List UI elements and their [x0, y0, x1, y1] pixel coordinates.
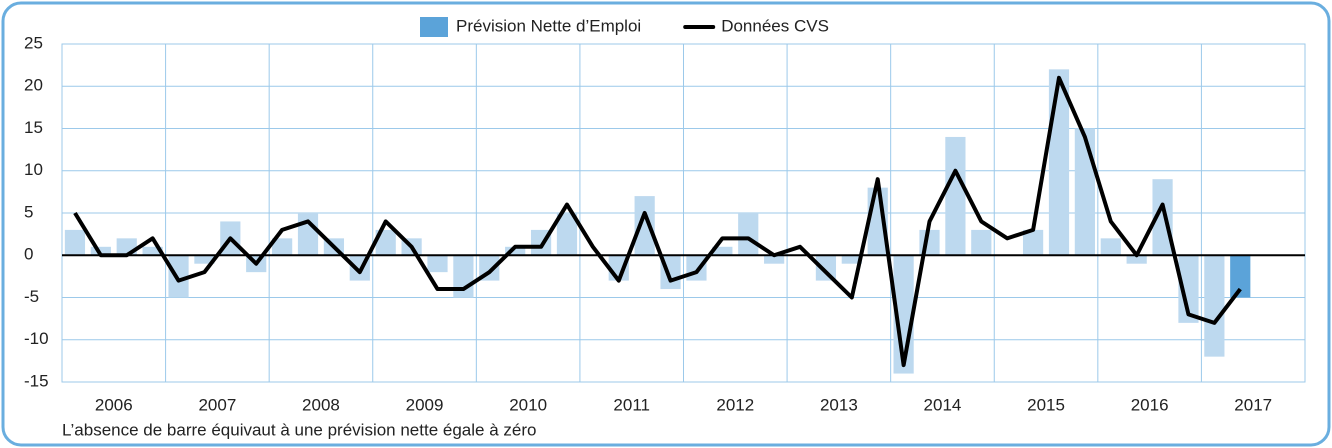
y-tick-label: 0: [24, 245, 33, 264]
bar: [1178, 255, 1199, 323]
y-tick-label: -15: [24, 371, 49, 390]
x-tick-label: 2015: [1027, 395, 1065, 414]
y-tick-label: -5: [24, 287, 39, 306]
bar: [556, 213, 578, 256]
bar: [64, 229, 86, 256]
bar: [1126, 255, 1147, 264]
bar: [1230, 255, 1251, 298]
y-tick-label: -10: [24, 329, 49, 348]
bar: [427, 255, 448, 273]
bar: [738, 213, 759, 256]
bar: [1204, 255, 1225, 357]
x-tick-label: 2007: [198, 395, 236, 414]
bar: [505, 246, 526, 256]
x-tick-label: 2013: [820, 395, 858, 414]
bar: [453, 255, 474, 298]
x-tick-label: 2014: [924, 395, 962, 414]
bar: [945, 136, 966, 256]
x-tick-label: 2010: [509, 395, 547, 414]
x-tick-label: 2012: [716, 395, 754, 414]
bar: [1100, 238, 1121, 256]
bar: [1152, 179, 1173, 256]
x-tick-label: 2009: [406, 395, 444, 414]
y-tick-label: 20: [24, 76, 43, 95]
legend-label: Données CVS: [721, 16, 829, 35]
bar: [272, 238, 293, 256]
footnote: L’absence de barre équivaut à une prévis…: [62, 420, 536, 439]
bar: [375, 229, 396, 256]
bar: [971, 229, 992, 256]
bar: [1022, 229, 1044, 256]
bar: [712, 246, 733, 256]
bar: [815, 255, 837, 281]
bar: [764, 255, 785, 264]
bar: [686, 255, 707, 281]
bar: [194, 255, 215, 264]
line: [73, 75, 1242, 368]
x-tick-label: 2008: [302, 395, 340, 414]
bar: [841, 255, 862, 264]
legend-label: Prévision Nette d’Emploi: [456, 16, 641, 35]
bar: [90, 246, 111, 256]
y-tick-label: 5: [24, 202, 33, 221]
bar: [297, 213, 319, 256]
x-tick-label: 2016: [1131, 395, 1169, 414]
bar: [142, 246, 163, 256]
x-tick-label: 2011: [613, 395, 650, 414]
y-tick-label: 15: [24, 118, 43, 137]
legend-swatch: [420, 17, 448, 37]
y-tick-label: 10: [24, 160, 43, 179]
bar: [634, 196, 655, 256]
x-tick-label: 2017: [1234, 395, 1272, 414]
bar: [168, 255, 189, 298]
x-tick-label: 2006: [95, 395, 133, 414]
bar: [1074, 128, 1095, 256]
y-tick-label: 25: [24, 33, 43, 52]
